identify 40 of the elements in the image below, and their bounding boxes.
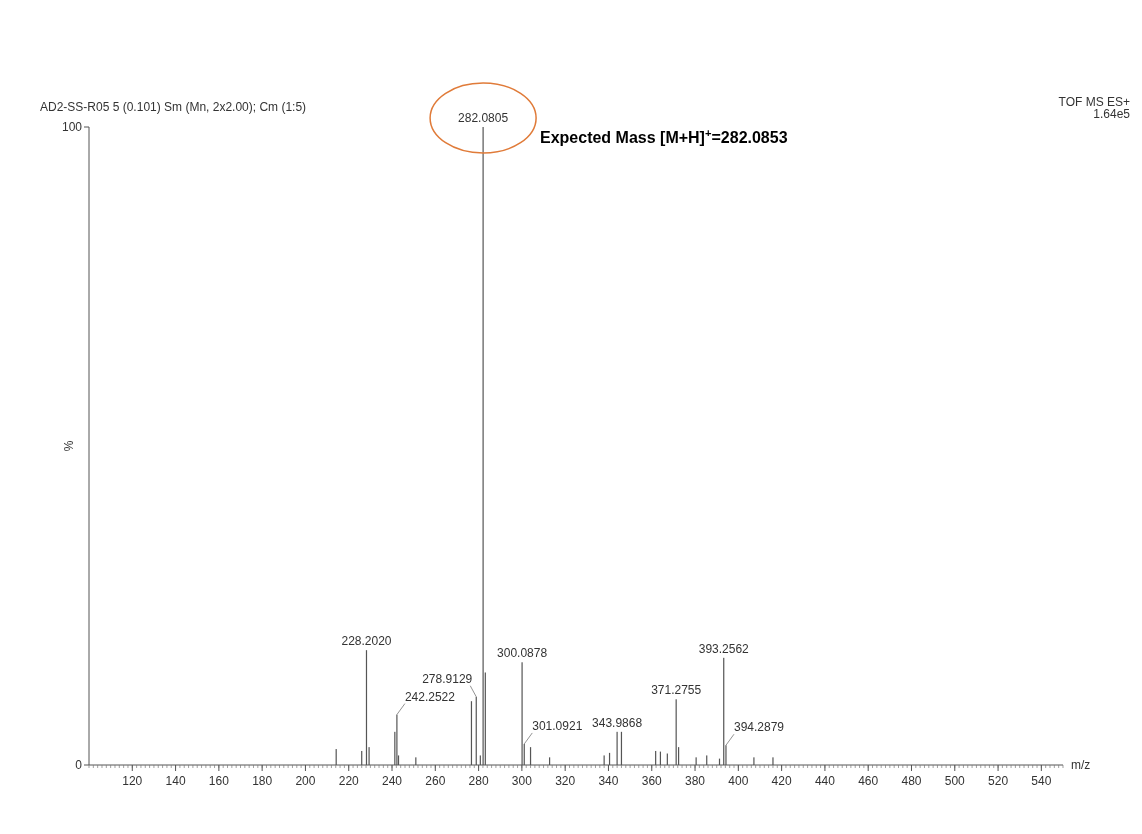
x-tick-label: 340: [598, 774, 619, 788]
annotation: 300.0878: [497, 646, 548, 661]
annotation: 278.9129: [422, 671, 473, 686]
y-axis-title: %: [62, 440, 76, 452]
x-tick-label: 400: [728, 774, 749, 788]
x-tick-label: 180: [252, 774, 273, 788]
x-tick-label: 260: [425, 774, 446, 788]
text: TOF MS ES+: [1058, 95, 1130, 109]
x-tick-label: 500: [944, 774, 966, 788]
annotation: 343.9868: [592, 715, 643, 730]
annotation: 371.2755: [651, 683, 702, 698]
x-tick-label: 220: [338, 774, 360, 788]
annotation: Expected Mass [M+H]$^{+}$=282.0853: [540, 127, 788, 146]
x-tick-label: 540: [1031, 774, 1052, 788]
x-tick-label: 280: [468, 774, 489, 788]
y-tick-label: 0: [75, 758, 83, 772]
annotation: 394.2879: [733, 720, 785, 735]
annotation: 393.2562: [698, 641, 750, 656]
x-tick-label: 320: [555, 774, 576, 788]
annotation: 301.0921: [532, 718, 583, 733]
x-tick-label: 300: [511, 774, 533, 788]
x-tick-label: 520: [988, 774, 1009, 788]
x-tick-label: 160: [208, 774, 230, 788]
x-tick-label: 200: [295, 774, 316, 788]
x-tick-label: 440: [814, 774, 836, 788]
x-tick-label: 480: [901, 774, 922, 788]
x-tick-label: 360: [641, 774, 663, 788]
annotation: 242.2522: [404, 689, 456, 704]
x-tick-label: 120: [122, 774, 143, 788]
y-tick-label: 100: [61, 120, 83, 134]
annotation: 282.0805: [458, 111, 509, 125]
x-tick-label: 460: [858, 774, 879, 788]
text: 1.64e5: [1093, 107, 1131, 121]
x-tick-label: 420: [771, 774, 792, 788]
chart-title: AD2-SS-R05 5 (0.101) Sm (Mn, 2x2.00); Cm (1:5): [40, 100, 307, 114]
x-tick-label: 140: [165, 774, 186, 788]
annotation: 228.2020: [341, 634, 392, 649]
x-axis-title: m/z: [1071, 758, 1091, 772]
x-tick-label: 380: [685, 774, 706, 788]
x-tick-label: 240: [382, 774, 403, 788]
